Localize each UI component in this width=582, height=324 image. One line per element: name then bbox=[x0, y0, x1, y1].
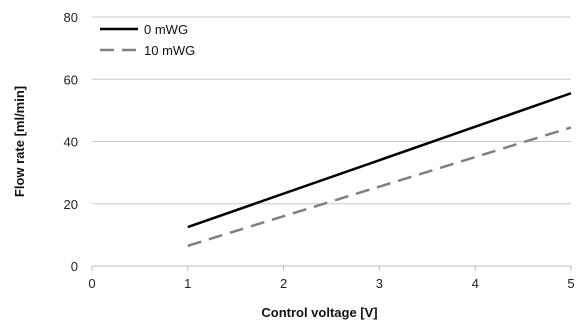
x-tick-label: 5 bbox=[567, 276, 574, 291]
x-tick-label: 2 bbox=[280, 276, 287, 291]
x-axis-title: Control voltage [V] bbox=[261, 305, 377, 320]
x-tick-label: 4 bbox=[472, 276, 479, 291]
y-tick-label: 20 bbox=[64, 197, 78, 212]
legend: 0 mWG 10 mWG bbox=[100, 22, 195, 58]
y-tick-label: 80 bbox=[64, 10, 78, 25]
x-tick-label: 0 bbox=[88, 276, 95, 291]
x-tick-label: 3 bbox=[376, 276, 383, 291]
legend-label-1: 0 mWG bbox=[144, 22, 188, 37]
y-tick-label: 0 bbox=[71, 259, 78, 274]
series-lines bbox=[187, 92, 572, 247]
series-line-2 bbox=[187, 126, 572, 247]
legend-label-2: 10 mWG bbox=[144, 43, 195, 58]
grid-lines bbox=[92, 16, 571, 205]
series-line-1 bbox=[187, 92, 572, 229]
axes: 0 20 40 60 80 0 1 2 3 4 5 bbox=[64, 10, 575, 291]
y-tick-label: 40 bbox=[64, 135, 78, 150]
y-axis-title: Flow rate [ml/min] bbox=[12, 86, 27, 197]
x-tick-label: 1 bbox=[184, 276, 191, 291]
y-tick-label: 60 bbox=[64, 72, 78, 87]
